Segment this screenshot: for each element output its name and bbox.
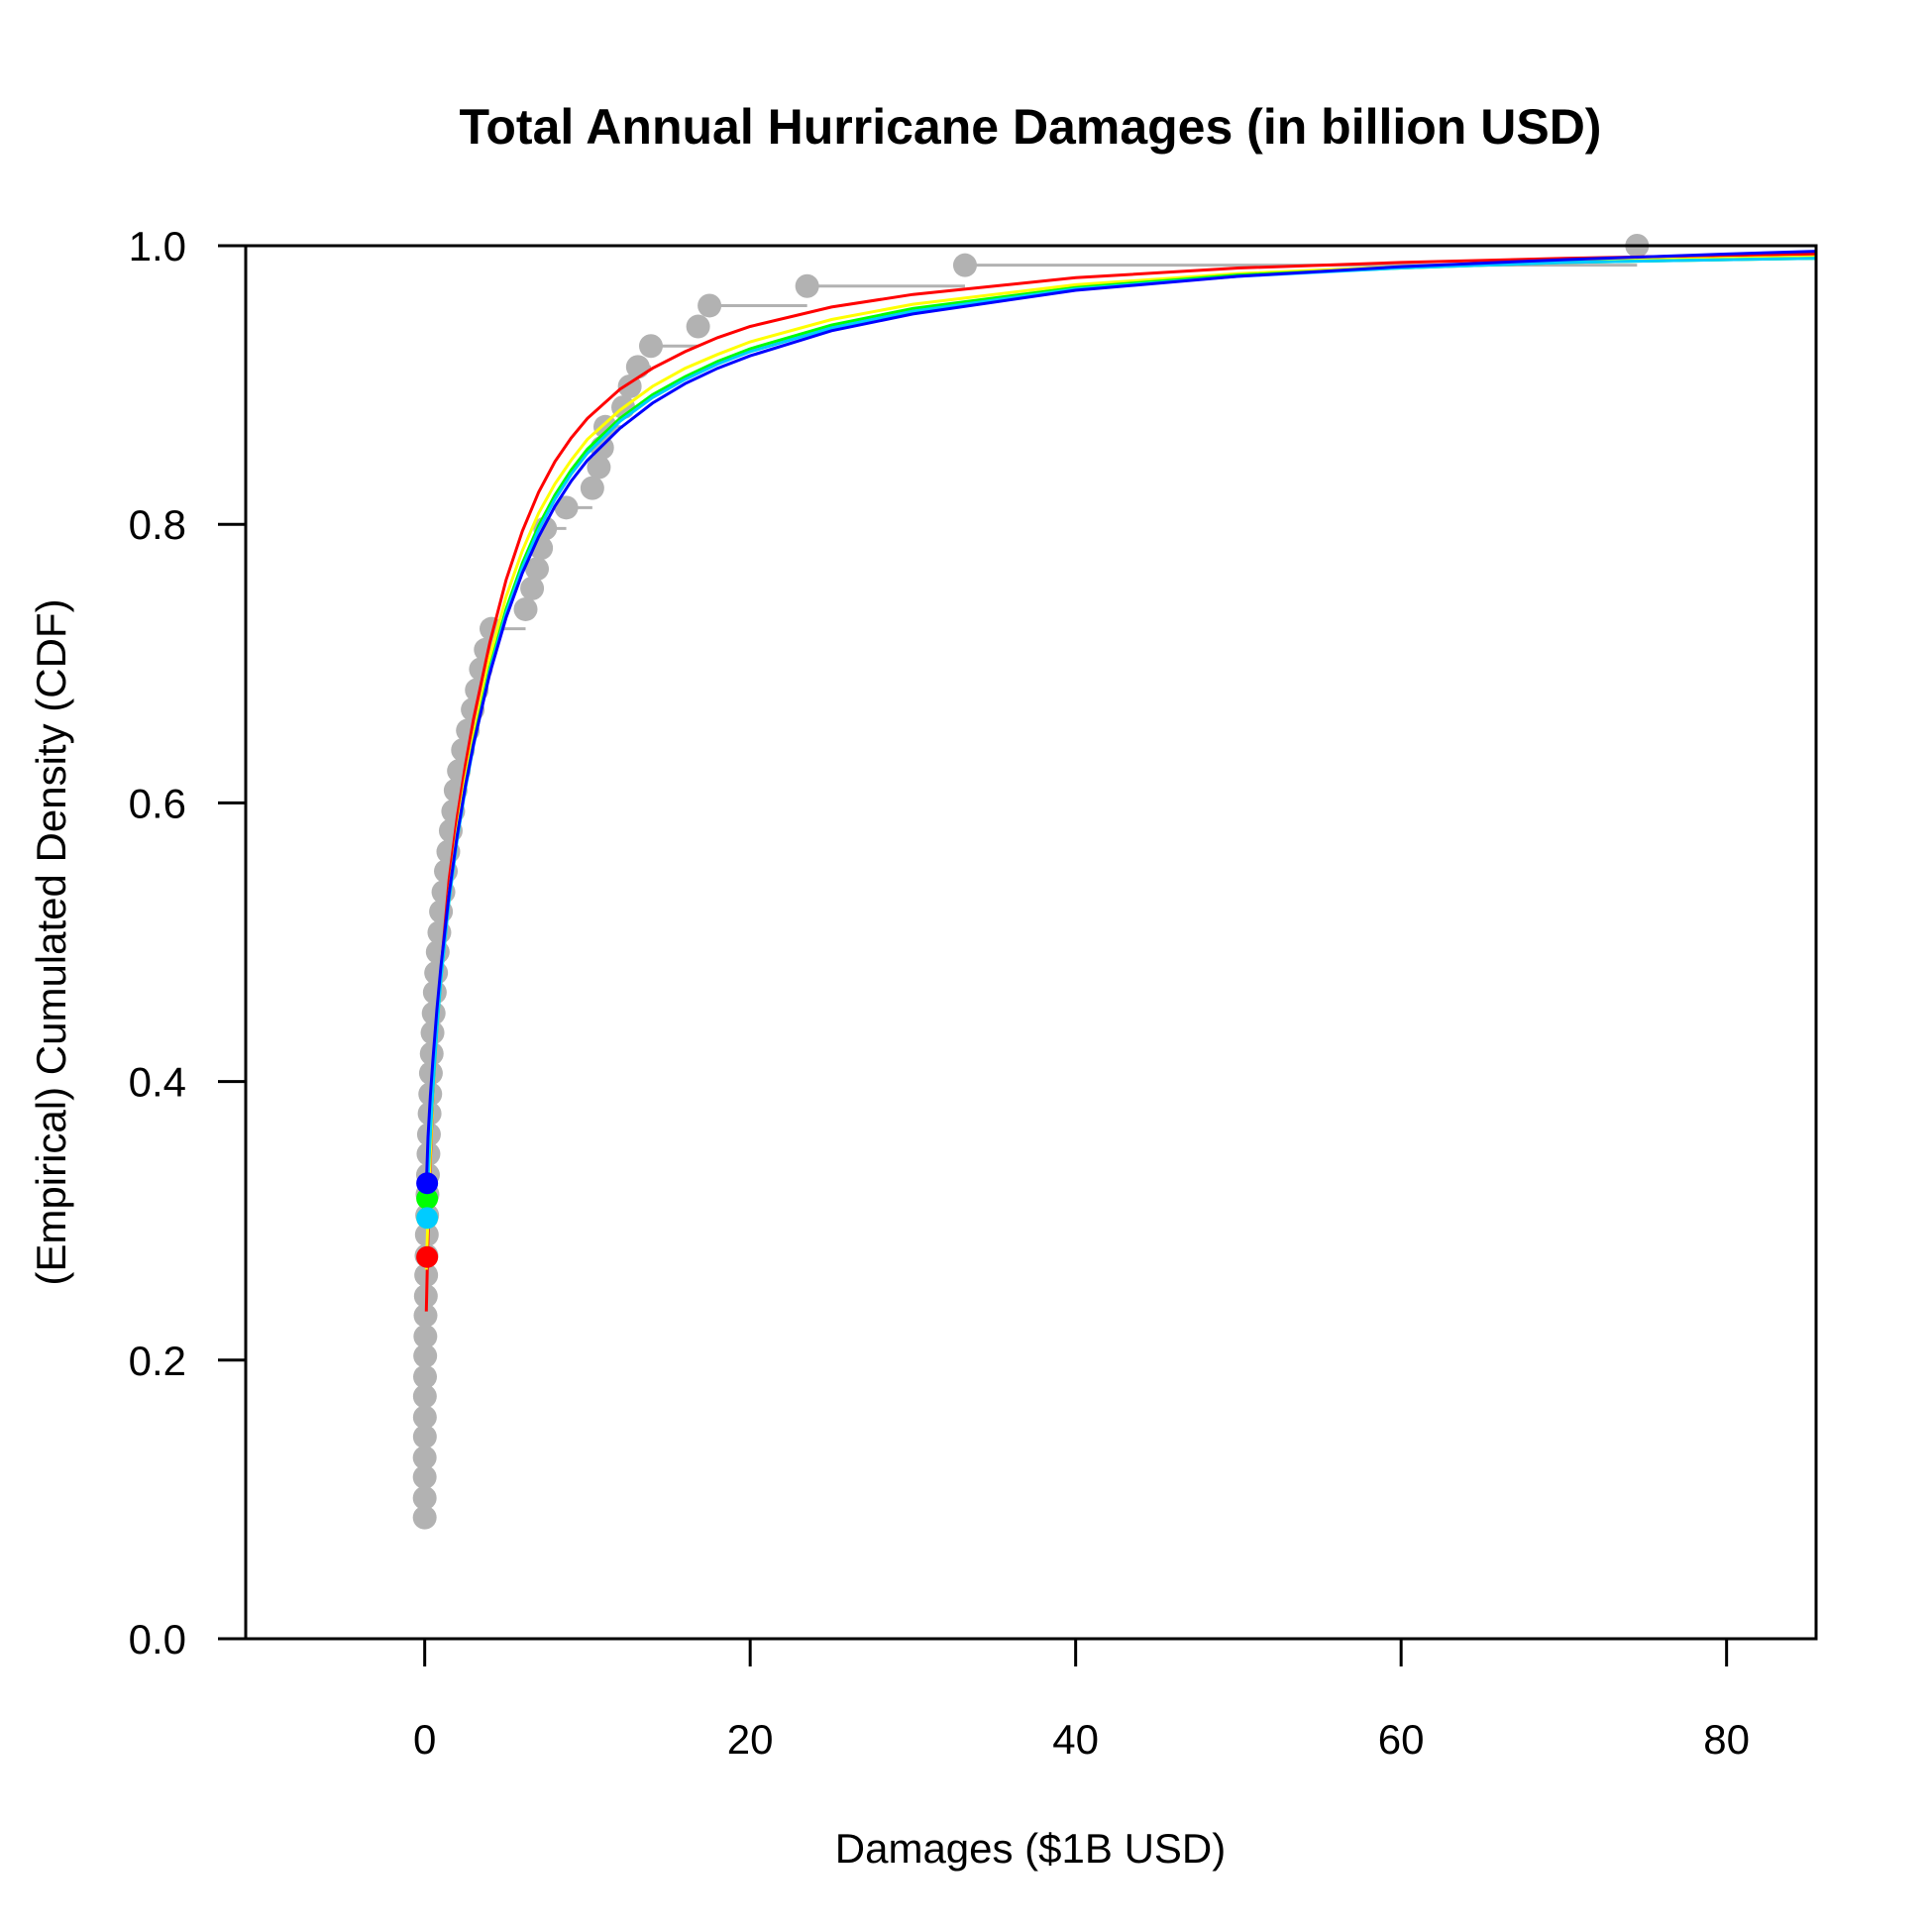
ecdf-point — [413, 1343, 438, 1368]
x-tick-label: 0 — [413, 1716, 436, 1763]
ecdf-point — [412, 1405, 437, 1430]
ecdf-point — [412, 1446, 437, 1470]
x-tick-label: 80 — [1703, 1716, 1750, 1763]
y-tick-label: 0.6 — [129, 780, 186, 826]
ecdf-point — [686, 314, 710, 339]
start-markers — [416, 1172, 439, 1268]
ecdf-point — [525, 557, 550, 582]
y-tick-label: 0.2 — [129, 1338, 186, 1384]
ecdf-point — [592, 414, 617, 439]
fit-curve-4 — [424, 250, 1817, 1187]
ecdf-point — [413, 1303, 438, 1328]
ecdf-point — [638, 334, 663, 359]
ecdf-point — [513, 596, 538, 621]
ecdf-point — [587, 455, 611, 480]
x-tick-label: 40 — [1052, 1716, 1099, 1763]
fit-curve-3 — [424, 257, 1817, 1229]
ecdf-point — [480, 616, 504, 641]
ecdf-steps — [432, 264, 1638, 1034]
ecdf-point — [952, 253, 977, 277]
plot-frame — [244, 244, 1818, 1641]
y-axis: 0.0 0.2 0.4 0.6 0.8 1.0 — [129, 223, 246, 1663]
ecdf-point — [412, 1425, 437, 1449]
y-tick-label: 1.0 — [129, 223, 186, 269]
ecdf-point — [413, 1364, 438, 1389]
fit-curves — [424, 250, 1817, 1312]
x-axis: 0 20 40 60 80 — [413, 1637, 1750, 1763]
x-tick-label: 60 — [1378, 1716, 1425, 1763]
ecdf-point — [580, 476, 604, 500]
start-marker-0 — [416, 1245, 439, 1268]
start-marker-4 — [416, 1172, 439, 1195]
ecdf-point — [419, 1041, 444, 1066]
ecdf-point — [795, 273, 819, 298]
y-tick-label: 0.4 — [129, 1059, 186, 1106]
y-tick-label: 0.8 — [129, 501, 186, 548]
y-tick-label: 0.0 — [129, 1616, 186, 1663]
start-marker-3 — [416, 1207, 439, 1230]
ecdf-point — [421, 1001, 446, 1025]
ecdf-point — [554, 495, 579, 520]
x-axis-label: Damages ($1B USD) — [835, 1825, 1226, 1872]
ecdf-point — [625, 355, 650, 379]
ecdf-point — [698, 293, 722, 318]
chart-title: Total Annual Hurricane Damages (in billi… — [460, 99, 1602, 155]
ecdf-point — [412, 1384, 437, 1409]
y-axis-label: (Empirical) Cumulated Density (CDF) — [28, 598, 74, 1285]
ecdf-point — [424, 960, 449, 985]
ecdf-point — [412, 1464, 437, 1489]
ecdf-point — [413, 1324, 438, 1348]
reference-lines — [218, 245, 1816, 1640]
start-marker-2 — [416, 1187, 439, 1210]
ecdf-point — [520, 576, 545, 600]
fit-curve-0 — [424, 252, 1817, 1312]
ecdf-point — [412, 1485, 437, 1510]
x-tick-label: 20 — [727, 1716, 774, 1763]
ecdf-point — [412, 1505, 437, 1530]
